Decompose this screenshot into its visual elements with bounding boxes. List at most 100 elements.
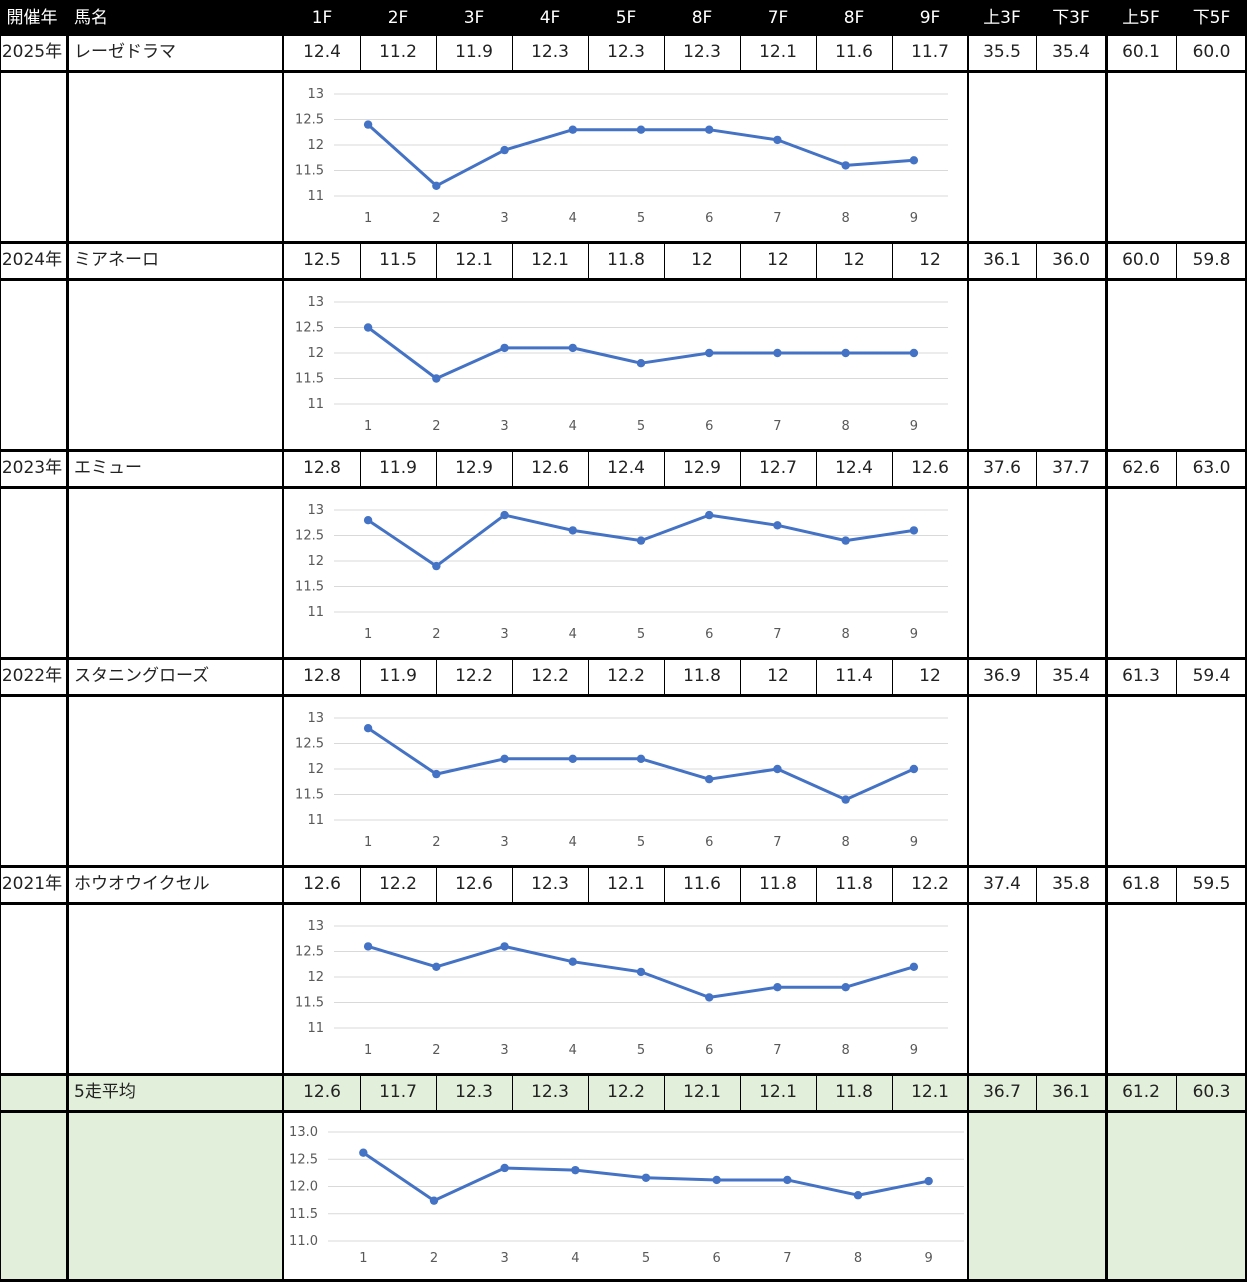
y-tick-label: 12 <box>307 138 324 153</box>
agari-cell: 35.4 <box>1052 666 1090 686</box>
data-point <box>363 724 373 733</box>
y-tick-label: 13 <box>307 711 324 726</box>
chart-background <box>284 903 968 1074</box>
data-point <box>500 942 509 951</box>
chart-background <box>284 71 968 242</box>
x-tick-label: 4 <box>569 627 577 642</box>
agari-column-line <box>1036 244 1037 278</box>
data-point <box>568 343 577 353</box>
header-lap-4: 4F <box>539 8 561 28</box>
x-tick-label: 9 <box>925 1251 933 1266</box>
year-cell: 2025年 <box>1 42 63 62</box>
average-bg-left <box>0 1075 284 1282</box>
lap-time-cell: 12.6 <box>911 458 949 478</box>
agari-cell: 59.5 <box>1192 874 1231 894</box>
lap-time-cell: 12.2 <box>607 666 645 686</box>
agari-cell: 60.1 <box>1122 42 1160 62</box>
lap-time-cell: 11.6 <box>835 42 873 62</box>
lap-time-cell: 12 <box>767 250 789 270</box>
y-tick-label: 12 <box>307 346 324 361</box>
x-tick-label: 2 <box>432 627 440 642</box>
x-tick-label: 1 <box>364 627 372 642</box>
lap-column-line <box>740 244 741 278</box>
lap-time-cell: 11.7 <box>911 42 949 62</box>
agari-column-line <box>1036 660 1037 694</box>
x-tick-label: 5 <box>637 419 645 434</box>
agari-cell: 63.0 <box>1192 458 1231 478</box>
y-tick-label: 13.0 <box>289 1125 318 1140</box>
data-point <box>636 359 646 368</box>
data-point <box>363 942 373 951</box>
x-tick-label: 7 <box>783 1251 791 1266</box>
y-tick-label: 12 <box>307 554 324 569</box>
data-point <box>773 983 782 992</box>
agari-cell: 60.0 <box>1192 42 1231 62</box>
y-tick-label: 13 <box>307 919 324 934</box>
data-point <box>773 521 782 530</box>
y-tick-label: 11.5 <box>295 788 324 803</box>
row-separator <box>0 278 1247 281</box>
lap-time-cell: 12.1 <box>683 1082 721 1102</box>
horse-name-cell: ミアネーロ <box>74 250 159 270</box>
lap-column-line <box>816 36 817 70</box>
agari-cell: 60.3 <box>1192 1082 1231 1102</box>
x-tick-label: 5 <box>637 627 645 642</box>
lap-time-cell: 11.9 <box>379 458 417 478</box>
lap-column-line <box>588 244 589 278</box>
agari-cell: 36.0 <box>1052 250 1090 270</box>
agari-cell: 61.2 <box>1122 1082 1160 1102</box>
data-point <box>432 561 441 571</box>
agari-column-line <box>1036 1076 1037 1110</box>
lap-column-line <box>588 452 589 486</box>
lap-time-cell: 12.6 <box>531 458 569 478</box>
data-point <box>500 510 509 520</box>
lap-column-line <box>588 660 589 694</box>
x-tick-label: 1 <box>364 1043 372 1058</box>
agari-column-line <box>1176 244 1177 278</box>
lap-time-cell: 12.3 <box>531 874 569 894</box>
y-tick-label: 13 <box>307 295 324 310</box>
lap-column-line <box>512 868 513 902</box>
lap-time-cell: 12.5 <box>303 250 341 270</box>
header-agari-first3: 上3F <box>983 8 1021 28</box>
x-tick-label: 7 <box>773 835 781 850</box>
x-tick-label: 4 <box>569 835 577 850</box>
lap-column-line <box>512 452 513 486</box>
y-tick-label: 11.5 <box>295 996 324 1011</box>
lap-time-cell: 11.8 <box>835 1082 873 1102</box>
data-point <box>909 156 919 165</box>
data-point <box>429 1196 439 1205</box>
x-tick-label: 1 <box>359 1251 367 1266</box>
header-agari-last3: 下3F <box>1052 8 1090 28</box>
column-line <box>66 36 69 1282</box>
lap-column-line <box>816 1076 817 1110</box>
y-tick-label: 13 <box>307 87 324 102</box>
lap-time-cell: 11.8 <box>683 666 721 686</box>
row-separator <box>0 70 1247 73</box>
data-point <box>909 526 919 535</box>
lap-time-cell: 12.3 <box>531 1082 569 1102</box>
lap-column-line <box>892 244 893 278</box>
year-cell: 2024年 <box>1 250 63 270</box>
y-tick-label: 12.5 <box>289 1152 318 1167</box>
x-tick-label: 2 <box>432 1043 440 1058</box>
row-separator <box>0 865 1247 868</box>
agari-cell: 60.0 <box>1122 250 1160 270</box>
row-separator <box>0 486 1247 489</box>
x-tick-label: 7 <box>773 1043 781 1058</box>
horse-name-cell: エミュー <box>74 458 142 478</box>
lap-time-cell: 11.4 <box>835 666 873 686</box>
data-point <box>841 161 850 170</box>
year-cell: 2022年 <box>1 666 63 686</box>
data-point <box>359 1148 368 1157</box>
data-point <box>705 775 714 784</box>
data-point <box>783 1175 792 1185</box>
lap-column-line <box>512 244 513 278</box>
lap-chart: 11.0 11.5 12.0 12.5 13.0 1 2 3 4 5 6 7 8 9 <box>284 1111 968 1282</box>
average-bg-laps <box>284 1075 968 1110</box>
x-tick-label: 1 <box>364 835 372 850</box>
lap-time-cell: 12.4 <box>835 458 873 478</box>
